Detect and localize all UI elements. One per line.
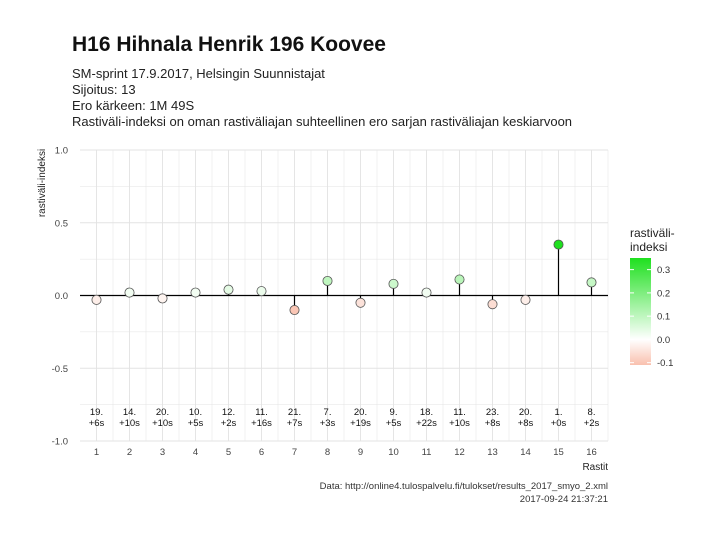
x-tick-label: 9 bbox=[358, 447, 363, 458]
lollipop-point bbox=[223, 284, 234, 295]
lollipop-point bbox=[124, 287, 135, 298]
data-source-caption: Data: http://online4.tulospalvelu.fi/tul… bbox=[319, 481, 608, 492]
x-tick-label: 1 bbox=[94, 447, 99, 458]
mark-layer bbox=[80, 239, 608, 316]
split-rank-label: 23. bbox=[486, 407, 499, 418]
y-tick-label: -0.5 bbox=[52, 364, 68, 375]
x-tick-label: 3 bbox=[160, 447, 165, 458]
lollipop-point bbox=[487, 299, 498, 310]
chart-subtitle-gap: Ero kärkeen: 1M 49S bbox=[72, 98, 195, 113]
split-diff-label: +19s bbox=[350, 418, 371, 429]
split-rank-label: 18. bbox=[420, 407, 433, 418]
legend-tick-label: 0.2 bbox=[657, 288, 670, 299]
split-rank-label: 11. bbox=[255, 407, 268, 418]
chart-subtitle-competition: SM-sprint 17.9.2017, Helsingin Suunnista… bbox=[72, 66, 325, 81]
split-diff-label: +10s bbox=[152, 418, 173, 429]
split-diff-label: +2s bbox=[584, 418, 600, 429]
x-axis-label: Rastit bbox=[582, 462, 608, 473]
lollipop-point bbox=[454, 274, 465, 285]
legend-title-line-1: rastiväli- bbox=[630, 226, 675, 240]
split-rank-label: 20. bbox=[354, 407, 367, 418]
x-tick-label: 15 bbox=[553, 447, 564, 458]
lollipop-point bbox=[157, 293, 168, 304]
split-rank-label: 8. bbox=[588, 407, 596, 418]
lollipop-point bbox=[256, 286, 267, 297]
legend-tick-label: 0.3 bbox=[657, 265, 670, 276]
split-rank-label: 9. bbox=[390, 407, 398, 418]
split-diff-label: +8s bbox=[485, 418, 501, 429]
split-diff-label: +5s bbox=[386, 418, 402, 429]
split-diff-label: +0s bbox=[551, 418, 567, 429]
lollipop-point bbox=[388, 278, 399, 289]
x-tick-label: 14 bbox=[520, 447, 531, 458]
y-axis-label: rastiväli-indeksi bbox=[37, 149, 48, 217]
x-tick-label: 5 bbox=[226, 447, 231, 458]
split-rank-label: 19. bbox=[90, 407, 103, 418]
lollipop-point bbox=[553, 239, 564, 250]
lollipop-point bbox=[289, 305, 300, 316]
split-rank-label: 7. bbox=[324, 407, 332, 418]
split-rank-label: 1. bbox=[555, 407, 563, 418]
split-rank-label: 14. bbox=[123, 407, 136, 418]
split-diff-label: +7s bbox=[287, 418, 303, 429]
x-tick-label: 12 bbox=[454, 447, 465, 458]
lollipop-point bbox=[91, 294, 102, 305]
x-tick-label: 11 bbox=[422, 447, 432, 458]
legend-title-line-2: indeksi bbox=[630, 240, 667, 254]
split-diff-label: +6s bbox=[89, 418, 105, 429]
split-diff-label: +10s bbox=[449, 418, 470, 429]
chart-subtitle-rank: Sijoitus: 13 bbox=[72, 82, 136, 97]
split-diff-label: +3s bbox=[320, 418, 336, 429]
chart-title: H16 Hihnala Henrik 196 Koovee bbox=[72, 33, 386, 56]
split-diff-label: +10s bbox=[119, 418, 140, 429]
legend-tick-label: -0.1 bbox=[657, 358, 673, 369]
color-legend: rastiväli- indeksi 0.3 0.2 0.1 0.0 -0.1 bbox=[630, 226, 675, 369]
split-rank-label: 11. bbox=[453, 407, 466, 418]
lollipop-point bbox=[190, 287, 201, 298]
split-rank-label: 20. bbox=[156, 407, 169, 418]
split-rank-label: 12. bbox=[222, 407, 235, 418]
lollipop-point bbox=[586, 277, 597, 288]
lollipop-point bbox=[520, 294, 531, 305]
label-layer: 1.00.50.0-0.5-1.01 2 3 4 5 6 7 8 9 10 11 12 13 14 15 16… bbox=[52, 146, 600, 459]
split-rank-label: 20. bbox=[519, 407, 532, 418]
x-tick-label: 8 bbox=[325, 447, 330, 458]
x-tick-label: 2 bbox=[127, 447, 132, 458]
x-tick-label: 7 bbox=[292, 447, 297, 458]
lollipop-point bbox=[322, 275, 333, 286]
y-tick-label: 0.5 bbox=[55, 218, 68, 229]
x-tick-label: 4 bbox=[193, 447, 198, 458]
y-tick-label: -1.0 bbox=[52, 437, 68, 448]
lollipop-point bbox=[355, 297, 366, 308]
x-tick-label: 10 bbox=[388, 447, 399, 458]
y-tick-label: 1.0 bbox=[55, 146, 68, 157]
split-diff-label: +16s bbox=[251, 418, 272, 429]
x-tick-label: 6 bbox=[259, 447, 264, 458]
split-diff-label: +2s bbox=[221, 418, 237, 429]
legend-tick-label: 0.0 bbox=[657, 335, 670, 346]
legend-tick-label: 0.1 bbox=[657, 312, 670, 323]
split-diff-label: +8s bbox=[518, 418, 534, 429]
y-tick-label: 0.0 bbox=[55, 291, 68, 302]
split-rank-label: 21. bbox=[288, 407, 301, 418]
chart-subtitle-description: Rastiväli-indeksi on oman rastiväliajan … bbox=[72, 114, 573, 129]
x-tick-label: 16 bbox=[586, 447, 597, 458]
legend-color-bar bbox=[630, 258, 651, 365]
split-rank-label: 10. bbox=[189, 407, 202, 418]
timestamp-caption: 2017-09-24 21:37:21 bbox=[519, 494, 608, 505]
x-tick-label: 13 bbox=[487, 447, 498, 458]
lollipop-point bbox=[421, 287, 432, 298]
split-diff-label: +5s bbox=[188, 418, 204, 429]
split-diff-label: +22s bbox=[416, 418, 437, 429]
